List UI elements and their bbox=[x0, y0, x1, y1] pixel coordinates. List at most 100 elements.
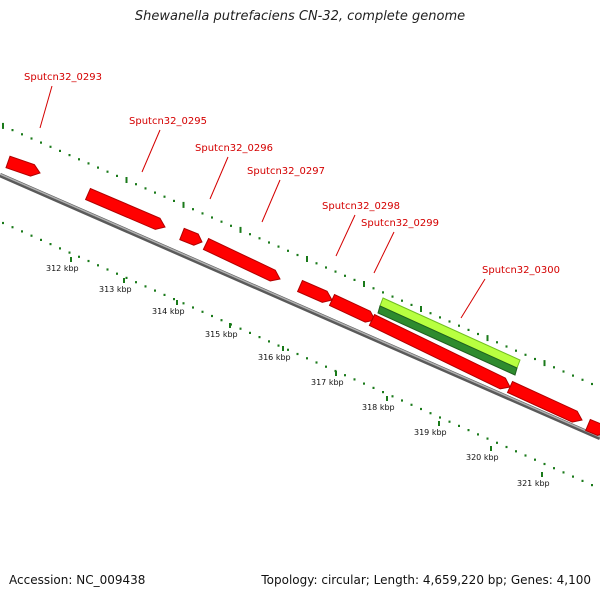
ruler-track-dot bbox=[201, 310, 204, 313]
ruler-track-dot bbox=[287, 348, 289, 351]
outer-track-dot bbox=[439, 316, 441, 319]
outer-track-dot bbox=[154, 191, 156, 194]
outer-track-dot bbox=[382, 291, 384, 294]
outer-track-dot bbox=[353, 278, 356, 281]
outer-track-dot bbox=[448, 320, 451, 323]
gene-label[interactable]: Sputcn32_0299 bbox=[361, 218, 439, 229]
gene-label[interactable]: Sputcn32_0296 bbox=[195, 143, 273, 154]
ruler-tick-label: 319 kbp bbox=[414, 428, 447, 437]
gene-callout-line bbox=[141, 129, 161, 173]
ruler-tick-label: 320 kbp bbox=[466, 453, 499, 462]
ruler-track-dot bbox=[391, 395, 394, 398]
outer-track-dot bbox=[30, 137, 33, 140]
gene-arrow[interactable] bbox=[5, 155, 41, 177]
ruler-major-tick bbox=[541, 472, 543, 477]
gene-arrow[interactable] bbox=[202, 237, 281, 282]
outer-track-dot bbox=[581, 378, 584, 381]
outer-track-dot bbox=[420, 306, 422, 312]
outer-track-dot bbox=[296, 253, 299, 257]
outer-track-dot bbox=[344, 274, 346, 277]
ruler-track-dot bbox=[553, 467, 555, 470]
outer-track-dot bbox=[429, 312, 432, 315]
outer-track-dot bbox=[97, 166, 99, 169]
ruler-major-tick bbox=[176, 300, 178, 305]
ruler-track-dot bbox=[154, 289, 156, 292]
ruler-track-dot bbox=[125, 276, 128, 279]
ruler-track-dot bbox=[467, 429, 470, 432]
outer-track-dot bbox=[49, 145, 52, 148]
gene-arrow[interactable] bbox=[179, 227, 203, 246]
gene-arrow[interactable] bbox=[585, 418, 600, 436]
outer-track-dot bbox=[543, 360, 546, 367]
gene-callout-line bbox=[209, 156, 229, 200]
outer-dotted-track bbox=[2, 122, 593, 386]
gene-arrow[interactable] bbox=[84, 187, 166, 230]
outer-track-dot bbox=[458, 324, 460, 327]
outer-track-dot bbox=[182, 201, 185, 208]
ruler-track-dot bbox=[458, 424, 460, 427]
gene-arrow[interactable] bbox=[368, 313, 511, 390]
ruler-track-dot bbox=[524, 454, 527, 457]
ruler-track-dot bbox=[59, 247, 61, 250]
ruler-tick-label: 315 kbp bbox=[205, 330, 238, 339]
ruler-track-dot bbox=[135, 281, 137, 284]
outer-track-dot bbox=[68, 154, 71, 157]
ruler-track-dot bbox=[78, 255, 80, 258]
ruler-track-dot bbox=[439, 416, 441, 419]
ruler-labels: 312 kbp 313 kbp 314 kbp 315 kbp 316 kbp 317 k… bbox=[46, 257, 550, 488]
gene-label[interactable]: Sputcn32_0295 bbox=[129, 116, 207, 127]
ruler-track-dot bbox=[534, 458, 536, 461]
outer-track-dot bbox=[477, 332, 479, 336]
outer-track-dot bbox=[144, 187, 147, 190]
outer-track-dot bbox=[287, 249, 289, 252]
gene-label[interactable]: Sputcn32_0300 bbox=[482, 265, 560, 276]
outer-track-dot bbox=[78, 158, 80, 161]
ruler-track-dot bbox=[239, 327, 242, 330]
ruler-track-dot bbox=[420, 407, 422, 411]
ruler-track-dot bbox=[173, 298, 175, 301]
gene-callout-line bbox=[39, 85, 53, 129]
highlighted-feature[interactable] bbox=[377, 297, 521, 376]
outer-track-dot bbox=[315, 262, 318, 265]
ruler-track-dot bbox=[249, 331, 251, 334]
ruler-major-tick bbox=[438, 421, 440, 426]
outer-track-dot bbox=[21, 133, 23, 136]
ruler-track-dot bbox=[429, 412, 432, 415]
outer-track-dot bbox=[135, 183, 137, 186]
ruler-track-dot bbox=[572, 475, 574, 478]
ruler-track-dot bbox=[11, 226, 14, 229]
gene-label[interactable]: Sputcn32_0298 bbox=[322, 201, 400, 212]
ruler-track-dot bbox=[344, 374, 346, 377]
outer-track-dot bbox=[173, 199, 175, 202]
ruler-track-dot bbox=[68, 251, 71, 254]
ruler-track-dot bbox=[268, 340, 270, 343]
outer-track-dot bbox=[40, 141, 42, 144]
gene-arrow[interactable] bbox=[296, 279, 333, 303]
ruler-track-dot bbox=[296, 352, 299, 356]
gene-label[interactable]: Sputcn32_0293 bbox=[24, 72, 102, 83]
ruler-track-dot bbox=[315, 361, 318, 364]
outer-track-dot bbox=[87, 162, 90, 165]
ruler-track-dot bbox=[505, 445, 508, 449]
ruler-track-dot bbox=[49, 243, 52, 246]
ruler-track-dot bbox=[353, 378, 356, 381]
ruler-tick-label: 312 kbp bbox=[46, 264, 79, 273]
gene-arrow[interactable] bbox=[506, 380, 583, 423]
ruler-major-tick bbox=[282, 346, 284, 351]
outer-track-dot bbox=[372, 287, 375, 290]
gene-arrow[interactable] bbox=[328, 293, 376, 323]
outer-track-dot bbox=[163, 195, 166, 198]
ruler-track-dot bbox=[40, 238, 42, 241]
ruler-track-dot bbox=[410, 403, 413, 406]
ruler-track-dot bbox=[496, 441, 498, 444]
outer-track-dot bbox=[306, 256, 308, 262]
gene-label[interactable]: Sputcn32_0297 bbox=[247, 166, 325, 177]
gene-callout-line bbox=[373, 231, 395, 274]
outer-track-dot bbox=[268, 241, 270, 244]
ruler-major-tick bbox=[229, 323, 231, 328]
genome-backbone bbox=[0, 172, 600, 441]
ruler-major-tick bbox=[70, 257, 72, 262]
ruler-track-dot bbox=[363, 382, 365, 385]
genome-summary-text: Topology: circular; Length: 4,659,220 bp… bbox=[261, 573, 591, 587]
